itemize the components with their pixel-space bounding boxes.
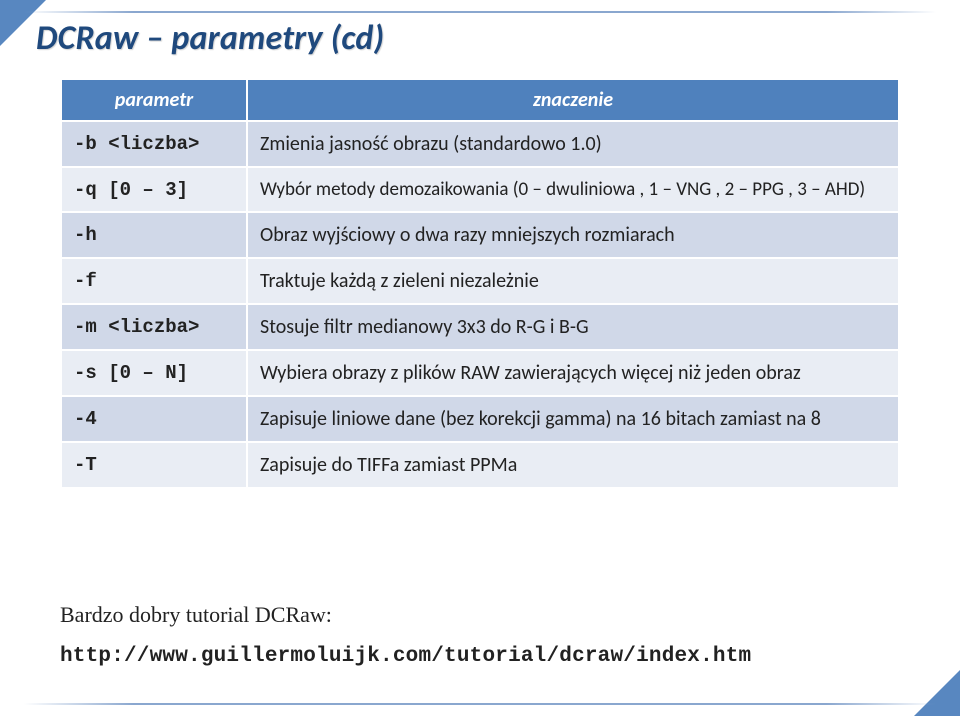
desc-cell: Obraz wyjściowy o dwa razy mniejszych ro…: [247, 212, 899, 258]
slide: DCRaw – parametry (cd) parametr znaczeni…: [0, 0, 960, 716]
rule-top: [24, 11, 936, 13]
param-cell: -f: [61, 258, 247, 304]
table-header-row: parametr znaczenie: [61, 79, 899, 121]
table-row: -b <liczba> Zmienia jasność obrazu (stan…: [61, 121, 899, 167]
slide-title: DCRaw – parametry (cd): [36, 18, 384, 59]
param-cell: -T: [61, 442, 247, 488]
rule-bottom: [24, 703, 936, 705]
desc-cell: Stosuje filtr medianowy 3x3 do R-G i B-G: [247, 304, 899, 350]
params-table: parametr znaczenie -b <liczba> Zmienia j…: [60, 78, 900, 489]
param-cell: -4: [61, 396, 247, 442]
table-row: -m <liczba> Stosuje filtr medianowy 3x3 …: [61, 304, 899, 350]
table-row: -T Zapisuje do TIFFa zamiast PPMa: [61, 442, 899, 488]
param-cell: -h: [61, 212, 247, 258]
table-row: -f Traktuje każdą z zieleni niezależnie: [61, 258, 899, 304]
desc-cell: Zapisuje do TIFFa zamiast PPMa: [247, 442, 899, 488]
param-cell: -m <liczba>: [61, 304, 247, 350]
table-row: -h Obraz wyjściowy o dwa razy mniejszych…: [61, 212, 899, 258]
desc-cell: Traktuje każdą z zieleni niezależnie: [247, 258, 899, 304]
param-cell: -s [0 – N]: [61, 350, 247, 396]
param-cell: -b <liczba>: [61, 121, 247, 167]
tutorial-link[interactable]: http://www.guillermoluijk.com/tutorial/d…: [60, 645, 751, 668]
table-row: -q [0 – 3] Wybór metody demozaikowania (…: [61, 167, 899, 212]
desc-cell: Zmienia jasność obrazu (standardowo 1.0): [247, 121, 899, 167]
table-header-param: parametr: [61, 79, 247, 121]
table-row: -4 Zapisuje liniowe dane (bez korekcji g…: [61, 396, 899, 442]
desc-cell: Wybiera obrazy z plików RAW zawierającyc…: [247, 350, 899, 396]
desc-cell: Wybór metody demozaikowania (0 – dwulini…: [247, 167, 899, 212]
desc-cell: Zapisuje liniowe dane (bez korekcji gamm…: [247, 396, 899, 442]
table-row: -s [0 – N] Wybiera obrazy z plików RAW z…: [61, 350, 899, 396]
corner-decor-bottom-right: [914, 670, 960, 716]
table-header-desc: znaczenie: [247, 79, 899, 121]
param-cell: -q [0 – 3]: [61, 167, 247, 212]
footer-text: Bardzo dobry tutorial DCRaw:: [60, 602, 332, 628]
